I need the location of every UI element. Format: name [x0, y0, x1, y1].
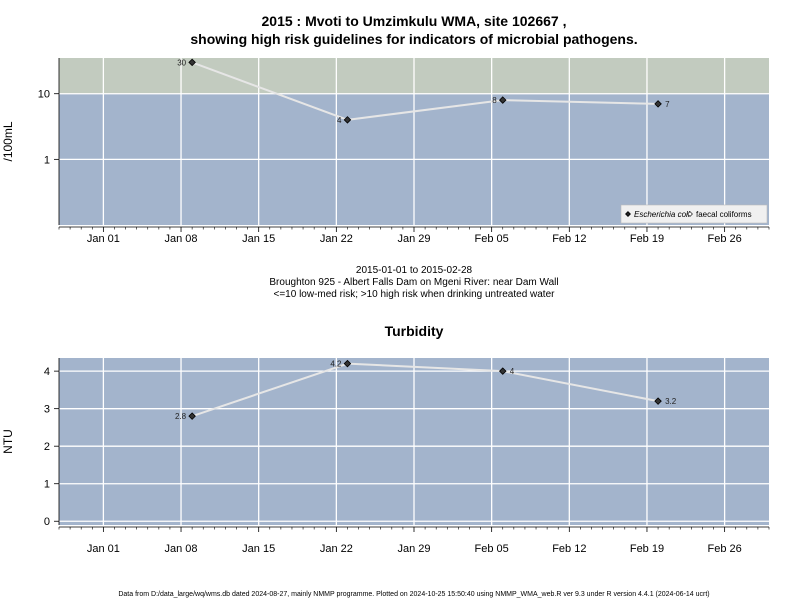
y-tick-label: 10: [38, 89, 50, 101]
legend-entry-label: Escherichia coli: [634, 210, 690, 219]
caption-site: Broughton 925 - Albert Falls Dam on Mgen…: [269, 277, 558, 288]
x-tick-label: Jan 15: [242, 543, 275, 555]
series-line: [191, 362, 659, 418]
y-tick-label: 2: [44, 441, 50, 453]
x-tick-label: Jan 01: [87, 233, 120, 245]
data-point: [498, 367, 507, 375]
x-tick-label: Jan 22: [320, 543, 353, 555]
turbidity-panel: 0 1 2 3 4 Jan 01 Jan 08 Jan 15 Jan 22 Jan 29 Feb 0…: [1, 323, 770, 555]
x-tick-label: Jan 08: [165, 233, 198, 245]
x-tick-label: Feb 19: [630, 233, 664, 245]
ecoli-panel: 1 10 Jan 01 Jan 08 Jan 15 Jan 22 Jan 29 Feb 05 F…: [1, 58, 770, 245]
panel-title: Turbidity: [385, 323, 444, 339]
y-tick-label: 1: [44, 479, 50, 491]
x-tick-label: Feb 19: [630, 543, 664, 555]
y-axis-title: /100mL: [1, 121, 15, 161]
y-tick-label: 3: [44, 404, 50, 416]
x-tick-label: Feb 26: [708, 543, 742, 555]
data-point: [654, 397, 662, 405]
x-tick-label: Feb 05: [475, 543, 509, 555]
legend-box: [620, 204, 768, 224]
data-point: [188, 412, 196, 420]
data-point: [654, 100, 662, 108]
legend-marker: [687, 211, 693, 217]
y-tick-label: 4: [44, 366, 50, 378]
x-tick-label: Feb 12: [552, 543, 586, 555]
x-tick-label: Feb 05: [475, 233, 509, 245]
footer-note: Data from D:/data_large/wq/wms.db dated …: [118, 591, 709, 598]
data-label: 4: [337, 116, 342, 125]
data-point: [343, 116, 352, 124]
x-tick-label: Jan 15: [242, 233, 275, 245]
data-label: 4.2: [330, 360, 342, 369]
legend: Escherichia coli faecal coliforms: [620, 204, 768, 224]
legend-entry-label: faecal coliforms: [696, 210, 752, 219]
data-point: [498, 96, 507, 104]
x-tick-label: Feb 26: [708, 233, 742, 245]
x-tick-label: Jan 22: [320, 233, 353, 245]
figure-title-line-2: showing high risk guidelines for indicat…: [190, 31, 637, 47]
x-tick-label: Jan 29: [397, 543, 430, 555]
x-tick-label: Jan 29: [397, 233, 430, 245]
data-label: 30: [177, 58, 186, 67]
y-tick-label: 1: [44, 154, 50, 166]
caption-date-range: 2015-01-01 to 2015-02-28: [356, 265, 473, 276]
data-label: 3.2: [665, 397, 677, 406]
data-label: 8: [492, 96, 497, 105]
x-tick-label: Jan 08: [165, 543, 198, 555]
y-axis-title: NTU: [1, 429, 15, 454]
caption-risk-guideline: <=10 low-med risk; >10 high risk when dr…: [274, 289, 556, 300]
x-tick-label: Feb 12: [552, 233, 586, 245]
data-label: 2.8: [175, 412, 187, 421]
data-label: 7: [665, 100, 670, 109]
y-tick-label: 0: [44, 516, 50, 528]
data-label: 4: [510, 367, 515, 376]
data-point: [188, 58, 196, 67]
legend-marker: [625, 211, 631, 217]
series-line: [191, 61, 659, 121]
data-point: [343, 359, 352, 368]
x-tick-label: Jan 01: [87, 543, 120, 555]
figure-title-line-1: 2015 : Mvoti to Umzimkulu WMA, site 1026…: [262, 13, 567, 29]
